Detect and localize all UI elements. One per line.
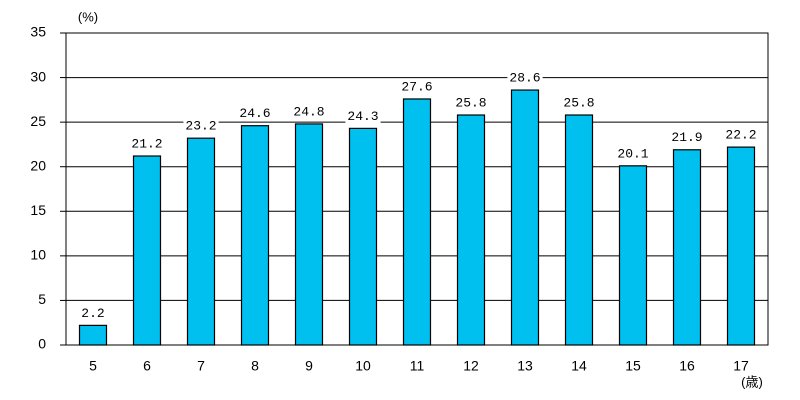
x-tick-label: 7 xyxy=(197,358,205,374)
y-tick-label: 5 xyxy=(38,291,46,307)
value-label-bg xyxy=(291,104,327,120)
x-tick-label: 17 xyxy=(733,358,749,374)
x-tick-label: 14 xyxy=(571,358,587,374)
x-tick-label: 6 xyxy=(143,358,151,374)
bar xyxy=(294,123,324,346)
bar xyxy=(240,125,270,346)
value-label: 21.2 xyxy=(131,136,162,151)
value-label-bg xyxy=(723,127,759,143)
value-label: 28.6 xyxy=(509,70,540,85)
value-label-bg xyxy=(615,146,651,162)
y-unit: (%) xyxy=(78,9,98,24)
value-label: 20.1 xyxy=(617,146,648,161)
x-unit: (歳) xyxy=(741,374,763,389)
value-label-bg xyxy=(399,79,435,95)
y-tick-label: 25 xyxy=(30,113,46,129)
bar xyxy=(348,127,378,346)
x-tick-label: 8 xyxy=(251,358,259,374)
y-tick-label: 20 xyxy=(30,157,46,173)
bar xyxy=(132,155,162,346)
bar xyxy=(726,146,756,346)
y-tick-label: 35 xyxy=(30,24,46,40)
value-label: 21.9 xyxy=(671,130,702,145)
bar xyxy=(456,114,486,346)
y-tick-label: 15 xyxy=(30,202,46,218)
value-label-bg xyxy=(669,130,705,146)
value-label: 27.6 xyxy=(401,79,432,94)
x-tick-label: 11 xyxy=(410,358,425,374)
bar xyxy=(510,89,540,346)
y-tick-label: 30 xyxy=(30,68,46,84)
value-label-bg xyxy=(345,108,381,124)
value-label-bg xyxy=(561,95,597,111)
value-label-bg xyxy=(129,136,165,152)
x-tick-label: 16 xyxy=(679,358,695,374)
x-tick-label: 13 xyxy=(517,358,533,374)
value-label: 24.8 xyxy=(293,104,324,119)
x-tick-label: 5 xyxy=(89,358,97,374)
value-label-bg xyxy=(237,106,273,122)
bar xyxy=(186,137,216,346)
bar xyxy=(402,98,432,346)
value-label-bg xyxy=(507,70,543,86)
y-tick-label: 10 xyxy=(30,247,46,263)
y-tick-label: 0 xyxy=(38,336,46,352)
bar xyxy=(78,324,108,346)
bar xyxy=(672,149,702,346)
value-label: 25.8 xyxy=(563,95,594,110)
value-label: 23.2 xyxy=(185,119,216,134)
x-tick-label: 9 xyxy=(305,358,313,374)
value-label: 24.6 xyxy=(239,106,270,121)
value-label-bg xyxy=(79,305,107,321)
x-tick-label: 15 xyxy=(625,358,641,374)
value-label-bg xyxy=(453,95,489,111)
value-label-bg xyxy=(183,118,219,134)
bar xyxy=(618,165,648,346)
value-label: 24.3 xyxy=(347,109,378,124)
bar xyxy=(564,114,594,346)
value-label: 2.2 xyxy=(81,306,104,321)
x-tick-label: 12 xyxy=(463,358,479,374)
x-tick-label: 10 xyxy=(355,358,371,374)
value-label: 25.8 xyxy=(455,95,486,110)
value-label: 22.2 xyxy=(725,128,756,143)
